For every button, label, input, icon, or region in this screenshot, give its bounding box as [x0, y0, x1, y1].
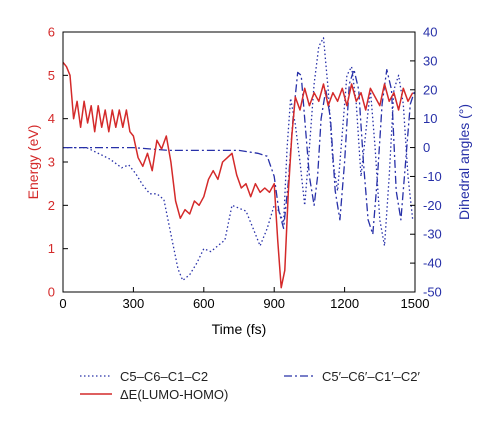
right-y-tick-label: -50 [423, 285, 442, 300]
right-y-tick-label: -20 [423, 198, 442, 213]
x-axis-title: Time (fs) [212, 321, 267, 337]
right-y-tick-label: -30 [423, 227, 442, 242]
left-y-tick-label: 2 [48, 198, 55, 213]
x-tick-label: 600 [193, 296, 215, 311]
right-y-axis-title: Dihedral angles (°) [456, 104, 472, 220]
left-y-tick-label: 3 [48, 155, 55, 170]
left-y-axis-title: Energy (eV) [25, 125, 41, 200]
left-y-tick-label: 6 [48, 25, 55, 40]
ticks-layer [62, 31, 416, 293]
right-y-tick-label: 0 [423, 140, 430, 155]
series-layer [62, 37, 416, 289]
x-tick-label: 900 [263, 296, 285, 311]
tick-labels-layer: 0 300 600 900 1200 15000123456-50-40-30-20-10… [48, 25, 442, 312]
left-y-tick-label: 1 [48, 241, 55, 256]
right-y-tick-label: 20 [423, 82, 437, 97]
right-y-tick-label: -40 [423, 256, 442, 271]
legend-label-dihedral-2: C5′–C6′–C1′–C2′ [322, 369, 420, 384]
legend: C5–C6–C1–C2 ΔE(LUMO-HOMO) C5′–C6′–C1′–C2… [80, 369, 420, 402]
x-tick-label: 300 [123, 296, 145, 311]
right-y-tick-label: 10 [423, 111, 437, 126]
x-tick-label: 1200 [330, 296, 359, 311]
left-y-tick-label: 5 [48, 68, 55, 83]
legend-label-dihedral-1: C5–C6–C1–C2 [120, 369, 208, 384]
left-y-tick-label: 0 [48, 285, 55, 300]
right-y-tick-label: 30 [423, 53, 437, 68]
left-y-tick-label: 4 [48, 111, 55, 126]
x-tick-label: 1500 [401, 296, 430, 311]
series-line-energy [62, 61, 414, 289]
right-y-tick-label: -10 [423, 169, 442, 184]
legend-label-energy: ΔE(LUMO-HOMO) [120, 387, 228, 402]
series-line-dihedral_1 [63, 37, 414, 282]
right-y-tick-label: 40 [423, 25, 437, 40]
x-tick-label: 0 [59, 296, 66, 311]
